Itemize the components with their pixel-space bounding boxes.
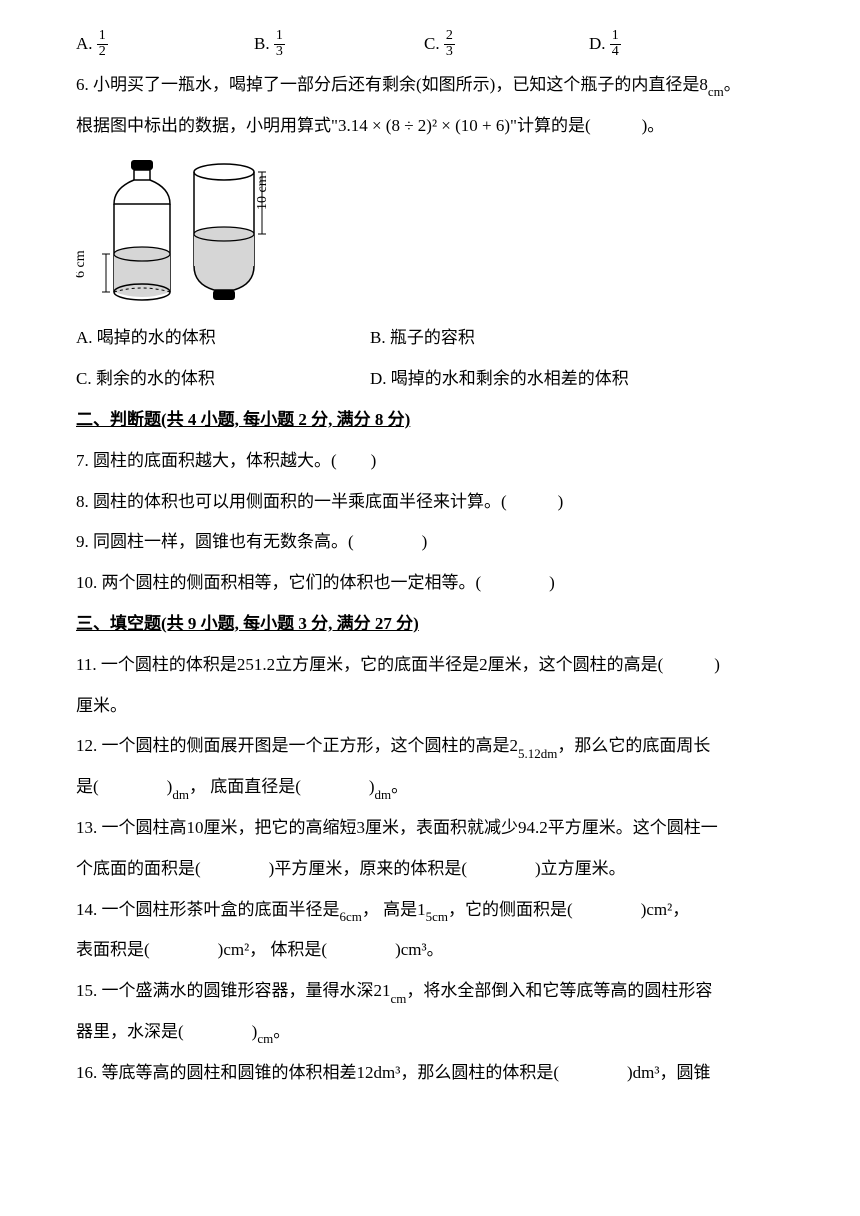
q11-line1: 11. 一个圆柱的体积是251.2立方厘米，它的底面半径是2厘米，这个圆柱的高是…	[76, 645, 804, 686]
q6-opt-c: C. 剩余的水的体积	[76, 359, 370, 400]
q13-line1: 13. 一个圆柱高10厘米，把它的高缩短3厘米，表面积就减少94.2平方厘米。这…	[76, 808, 804, 849]
q15-line2: 器里，水深是( )cm。	[76, 1012, 804, 1053]
q13-line2: 个底面的面积是( )平方厘米，原来的体积是( )立方厘米。	[76, 849, 804, 890]
q6-figure: 6 cm 10 cm	[76, 154, 804, 314]
q8: 8. 圆柱的体积也可以用侧面积的一半乘底面半径来计算。( )	[76, 482, 804, 523]
svg-text:6 cm: 6 cm	[76, 251, 88, 279]
q14-line2: 表面积是( )cm²， 体积是( )cm³。	[76, 930, 804, 971]
section2-heading: 二、判断题(共 4 小题, 每小题 2 分, 满分 8 分)	[76, 400, 804, 441]
q6-opt-d: D. 喝掉的水和剩余的水相差的体积	[370, 359, 804, 400]
q14-line1: 14. 一个圆柱形茶叶盒的底面半径是6cm， 高是15cm，它的侧面积是( )c…	[76, 890, 804, 931]
q9: 9. 同圆柱一样，圆锥也有无数条高。( )	[76, 522, 804, 563]
q6-stem-2: 根据图中标出的数据，小明用算式"3.14 × (8 ÷ 2)² × (10 + …	[76, 106, 804, 147]
q12-line2: 是( )dm， 底面直径是( )dm。	[76, 767, 804, 808]
q12-line1: 12. 一个圆柱的侧面展开图是一个正方形，这个圆柱的高是25.12dm，那么它的…	[76, 726, 804, 767]
q10: 10. 两个圆柱的侧面积相等，它们的体积也一定相等。( )	[76, 563, 804, 604]
q6-options-row1: A. 喝掉的水的体积 B. 瓶子的容积	[76, 318, 804, 359]
q6-opt-b: B. 瓶子的容积	[370, 318, 804, 359]
q5-opt-c: C. 23	[424, 24, 589, 65]
q7: 7. 圆柱的底面积越大，体积越大。( )	[76, 441, 804, 482]
q5-opt-b: B. 13	[254, 24, 424, 65]
q5-opt-d: D. 14	[589, 24, 621, 65]
q11-line2: 厘米。	[76, 686, 804, 727]
q6-opt-a: A. 喝掉的水的体积	[76, 318, 370, 359]
q6-options-row2: C. 剩余的水的体积 D. 喝掉的水和剩余的水相差的体积	[76, 359, 804, 400]
q16-line1: 16. 等底等高的圆柱和圆锥的体积相差12dm³，那么圆柱的体积是( )dm³，…	[76, 1053, 804, 1094]
section3-heading: 三、填空题(共 9 小题, 每小题 3 分, 满分 27 分)	[76, 604, 804, 645]
q5-opt-a: A. 12	[76, 24, 254, 65]
q15-line1: 15. 一个盛满水的圆锥形容器，量得水深21cm，将水全部倒入和它等底等高的圆柱…	[76, 971, 804, 1012]
q5-options: A. 12 B. 13 C. 23 D. 14	[76, 24, 804, 65]
q6-stem-1: 6. 小明买了一瓶水，喝掉了一部分后还有剩余(如图所示)，已知这个瓶子的内直径是…	[76, 65, 804, 106]
